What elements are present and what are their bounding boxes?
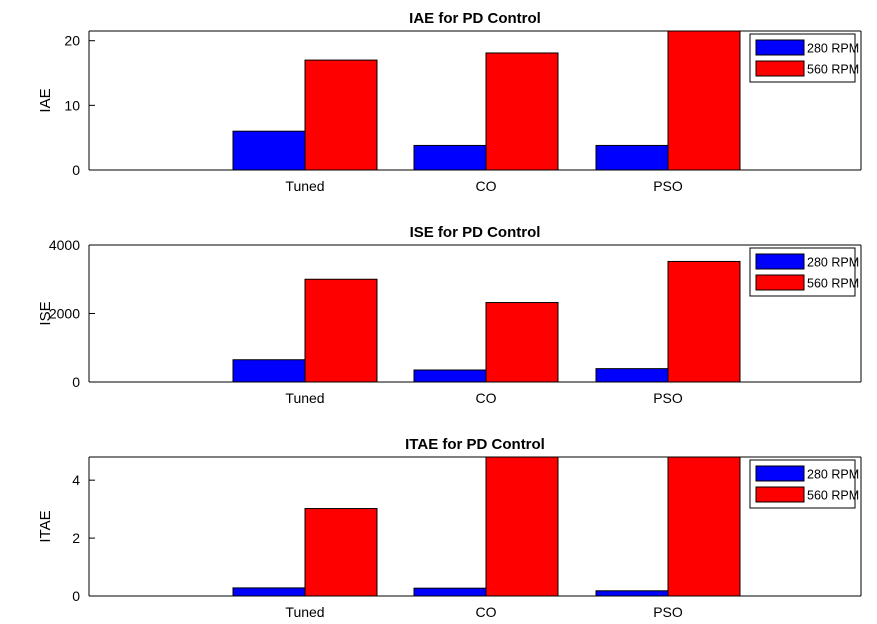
iae-bar-560rpm-co [485,52,559,171]
iae-ytick-label: 20 [64,33,80,49]
iae-legend-label-560rpm: 560 RPM [807,63,859,77]
itae-bar-280rpm-pso [595,590,669,597]
ise-bar-280rpm-co [413,369,487,383]
itae-bar-280rpm-tuned [232,587,306,597]
itae-bar-560rpm-tuned [304,508,378,597]
ise-legend-swatch-280rpm [755,253,805,270]
itae-bar-280rpm-co [413,587,487,597]
ise-ytick-label: 4000 [49,237,80,253]
itae-ytick-label: 2 [72,530,80,546]
itae-xtick-label-tuned: Tuned [285,604,324,620]
iae-legend-swatch-560rpm [755,60,805,77]
iae-bar-560rpm-pso [667,30,741,171]
iae-panel: 0 10 20 Tuned CO PSO IAE for PD Control IAE 280 … [37,10,862,194]
itae-title: ITAE for PD Control [405,436,545,453]
itae-legend-label-280rpm: 280 RPM [807,468,859,482]
itae-panel: 0 2 4 Tuned CO PSO ITAE for PD Control ITAE 280 … [37,436,862,620]
itae-ylabel: ITAE [37,510,54,542]
iae-bar-280rpm-pso [595,144,669,171]
ise-xtick-label-tuned: Tuned [285,390,324,406]
iae-title: IAE for PD Control [409,10,541,27]
iae-bar-560rpm-tuned [304,59,378,171]
itae-legend-swatch-280rpm [755,465,805,482]
iae-legend-swatch-280rpm [755,39,805,56]
itae-ytick-label: 0 [72,588,80,604]
itae-ytick-label: 4 [72,472,80,488]
ise-ytick-label: 0 [72,374,80,390]
iae-bar-280rpm-tuned [232,130,306,171]
ise-ytick-label: 2000 [49,306,80,322]
itae-bar-560rpm-pso [667,456,741,597]
ise-bar-280rpm-pso [595,368,669,383]
itae-legend-swatch-560rpm [755,486,805,503]
ise-xtick-label-pso: PSO [653,390,683,406]
ise-bar-280rpm-tuned [232,359,306,383]
ise-legend-swatch-560rpm [755,274,805,291]
ise-xtick-label-co: CO [476,390,497,406]
iae-xtick-label-co: CO [476,178,497,194]
itae-xtick-label-co: CO [476,604,497,620]
itae-bar-560rpm-co [485,456,559,597]
iae-legend-label-280rpm: 280 RPM [807,42,859,56]
ise-bar-560rpm-co [485,302,559,383]
ise-legend-label-280rpm: 280 RPM [807,256,859,270]
iae-ytick-label: 10 [64,97,80,113]
iae-xtick-label-tuned: Tuned [285,178,324,194]
ise-ylabel: ISE [37,301,54,325]
ise-legend-label-560rpm: 560 RPM [807,277,859,291]
iae-xtick-label-pso: PSO [653,178,683,194]
ise-panel: 0 2000 4000 Tuned CO PSO ISE for PD Control ISE… [37,224,862,406]
iae-bar-280rpm-co [413,144,487,171]
itae-legend-label-560rpm: 560 RPM [807,489,859,503]
ise-title: ISE for PD Control [410,224,541,241]
ise-bar-560rpm-tuned [304,278,378,383]
iae-ylabel: IAE [37,88,54,112]
iae-ytick-label: 0 [72,162,80,178]
itae-xtick-label-pso: PSO [653,604,683,620]
ise-bar-560rpm-pso [667,260,741,383]
